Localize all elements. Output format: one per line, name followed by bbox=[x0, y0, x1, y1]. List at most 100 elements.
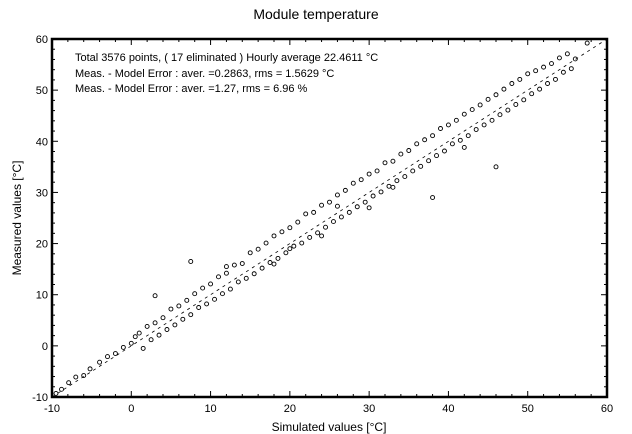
data-point bbox=[251, 271, 257, 277]
data-point bbox=[497, 112, 503, 118]
data-point bbox=[287, 225, 293, 231]
y-tick-label: 50 bbox=[36, 85, 48, 97]
data-point bbox=[525, 71, 531, 77]
annotation-line-3: Meas. - Model Error : aver. =1.27, rms =… bbox=[75, 83, 308, 95]
data-point bbox=[81, 373, 87, 378]
data-point bbox=[334, 192, 340, 198]
data-point bbox=[572, 56, 578, 62]
data-point bbox=[315, 230, 321, 236]
x-axis-label: Simulated values [°C] bbox=[272, 420, 387, 434]
data-point bbox=[442, 148, 447, 154]
data-point bbox=[87, 366, 93, 372]
data-point bbox=[172, 322, 178, 328]
data-point bbox=[553, 76, 558, 82]
x-tick-label: 60 bbox=[601, 403, 613, 415]
data-point bbox=[398, 151, 404, 157]
data-point bbox=[235, 279, 241, 285]
data-point bbox=[105, 354, 110, 360]
data-point bbox=[354, 204, 360, 210]
data-point bbox=[461, 111, 467, 117]
data-point bbox=[140, 345, 146, 351]
x-tick-label: 20 bbox=[284, 403, 296, 415]
data-point bbox=[584, 40, 590, 46]
data-point bbox=[168, 306, 174, 312]
data-point bbox=[291, 243, 297, 249]
data-point bbox=[299, 240, 305, 246]
data-point bbox=[410, 168, 416, 174]
data-point bbox=[560, 69, 566, 75]
data-point bbox=[485, 96, 491, 102]
data-point bbox=[430, 195, 436, 200]
data-point bbox=[457, 137, 463, 143]
data-point bbox=[220, 291, 225, 297]
data-point bbox=[267, 260, 273, 265]
data-point bbox=[223, 264, 229, 270]
data-point bbox=[461, 144, 467, 150]
data-point bbox=[255, 246, 261, 252]
x-tick-label: 10 bbox=[204, 403, 216, 415]
data-point bbox=[200, 285, 206, 291]
chart-title: Module temperature bbox=[253, 6, 379, 22]
data-point bbox=[295, 219, 301, 225]
data-point bbox=[97, 359, 103, 365]
data-point bbox=[386, 183, 392, 189]
plot-frame bbox=[50, 37, 609, 399]
data-point bbox=[493, 92, 499, 98]
data-point bbox=[247, 250, 253, 256]
data-point bbox=[327, 199, 332, 205]
data-point bbox=[549, 61, 554, 66]
data-point bbox=[319, 202, 325, 208]
data-point bbox=[509, 81, 515, 86]
data-point bbox=[481, 122, 487, 128]
data-point bbox=[517, 76, 523, 82]
data-point bbox=[331, 219, 336, 225]
data-point bbox=[66, 380, 72, 386]
data-point bbox=[366, 205, 372, 211]
data-point bbox=[208, 281, 214, 287]
data-point bbox=[501, 86, 507, 92]
data-point bbox=[505, 107, 511, 113]
data-point bbox=[414, 141, 420, 147]
data-point bbox=[533, 68, 539, 74]
data-point bbox=[382, 160, 388, 166]
data-point bbox=[192, 291, 198, 297]
data-point bbox=[473, 127, 479, 132]
data-point bbox=[271, 233, 277, 239]
y-tick-label: 40 bbox=[36, 136, 48, 148]
data-point bbox=[180, 316, 186, 322]
data-point bbox=[196, 305, 202, 310]
data-point bbox=[188, 259, 194, 264]
data-point bbox=[263, 240, 269, 246]
annotation-line-1: Total 3576 points, ( 17 eliminated ) Hou… bbox=[75, 52, 378, 64]
data-point bbox=[59, 386, 64, 392]
data-point bbox=[120, 344, 126, 350]
data-point bbox=[449, 141, 455, 147]
data-point bbox=[216, 274, 221, 280]
data-point bbox=[426, 158, 432, 164]
data-point bbox=[350, 180, 356, 186]
data-point bbox=[346, 209, 352, 215]
data-point bbox=[243, 275, 249, 281]
y-tick-label: 10 bbox=[36, 290, 48, 302]
x-tick-label: 30 bbox=[363, 403, 375, 415]
data-point bbox=[279, 229, 285, 235]
y-tick-label: 30 bbox=[36, 187, 48, 199]
y-tick-label: 0 bbox=[42, 341, 48, 353]
data-point bbox=[176, 303, 182, 309]
data-point bbox=[438, 126, 443, 131]
data-point bbox=[275, 255, 281, 261]
data-point bbox=[136, 330, 142, 336]
data-point bbox=[390, 184, 396, 190]
data-point bbox=[366, 171, 372, 177]
data-point bbox=[422, 137, 428, 143]
y-tick-label: -10 bbox=[32, 392, 48, 404]
data-point bbox=[342, 187, 348, 193]
data-point bbox=[323, 224, 328, 230]
data-point bbox=[402, 174, 408, 180]
data-point bbox=[152, 320, 158, 326]
data-point bbox=[212, 296, 217, 302]
data-point bbox=[287, 246, 293, 252]
data-point bbox=[521, 97, 527, 103]
data-point bbox=[445, 122, 451, 128]
